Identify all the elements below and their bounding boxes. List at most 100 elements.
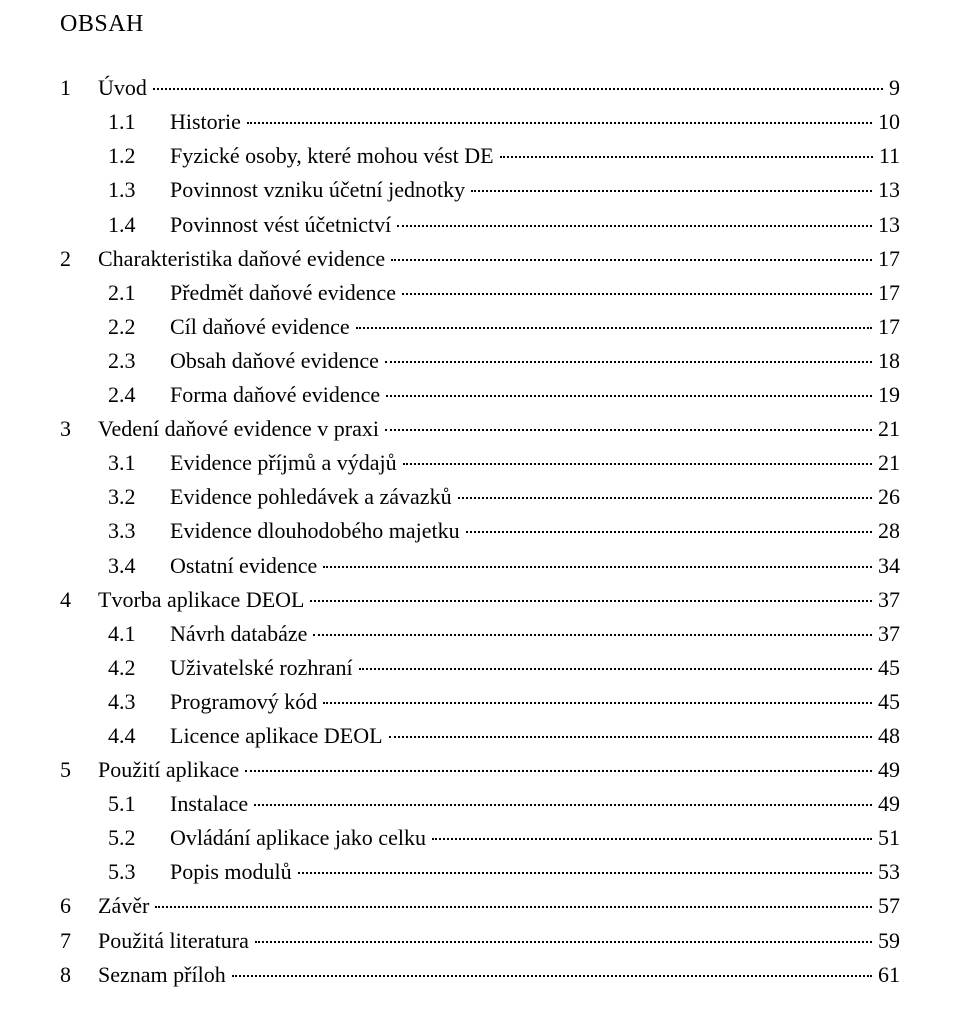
toc-entry-page: 17 xyxy=(874,276,900,310)
toc-leader-dots xyxy=(232,975,872,977)
toc-entry: 5.1Instalace49 xyxy=(60,787,900,821)
toc-entry-number: 1.4 xyxy=(108,208,170,242)
toc-entry-number: 5.1 xyxy=(108,787,170,821)
toc-entry: 2Charakteristika daňové evidence17 xyxy=(60,242,900,276)
toc-entry-page: 57 xyxy=(874,889,900,923)
toc-entry-title: Obsah daňové evidence xyxy=(170,344,383,378)
toc-entry-page: 13 xyxy=(874,208,900,242)
toc-leader-dots xyxy=(255,941,872,943)
toc-leader-dots xyxy=(323,702,872,704)
toc-entry-page: 17 xyxy=(874,242,900,276)
toc-entry-title: Evidence pohledávek a závazků xyxy=(170,480,456,514)
toc-entry: 4.1Návrh databáze37 xyxy=(60,617,900,651)
toc-leader-dots xyxy=(254,804,872,806)
toc-leader-dots xyxy=(386,395,872,397)
toc-leader-dots xyxy=(153,88,883,90)
toc-entry-number: 4.3 xyxy=(108,685,170,719)
toc-entry-title: Programový kód xyxy=(170,685,321,719)
toc-entry-number: 4.4 xyxy=(108,719,170,753)
toc-entry-title: Evidence příjmů a výdajů xyxy=(170,446,401,480)
toc-entry-number: 4.1 xyxy=(108,617,170,651)
toc-entry-page: 28 xyxy=(874,514,900,548)
toc-entry-title: Povinnost vzniku účetní jednotky xyxy=(170,173,469,207)
toc-entry-page: 53 xyxy=(874,855,900,889)
toc-entry: 3Vedení daňové evidence v praxi21 xyxy=(60,412,900,446)
toc-entry-page: 51 xyxy=(874,821,900,855)
toc-entry-number: 2 xyxy=(60,242,98,276)
toc-leader-dots xyxy=(359,668,872,670)
toc-entry-number: 5.3 xyxy=(108,855,170,889)
toc-leader-dots xyxy=(403,463,872,465)
toc-entry-title: Vedení daňové evidence v praxi xyxy=(98,412,383,446)
toc-entry-number: 3.3 xyxy=(108,514,170,548)
toc-entry: 3.3Evidence dlouhodobého majetku 28 xyxy=(60,514,900,548)
toc-entry-page: 19 xyxy=(874,378,900,412)
toc-leader-dots xyxy=(385,361,872,363)
toc-leader-dots xyxy=(385,429,872,431)
toc-entry-title: Závěr xyxy=(98,889,153,923)
toc-entry-page: 45 xyxy=(874,685,900,719)
toc-entry-page: 18 xyxy=(874,344,900,378)
toc-entry-number: 2.4 xyxy=(108,378,170,412)
toc-leader-dots xyxy=(356,327,872,329)
toc-entry-page: 34 xyxy=(874,549,900,583)
toc-entry-title: Fyzické osoby, které mohou vést DE xyxy=(170,139,498,173)
toc-entry-number: 3.4 xyxy=(108,549,170,583)
toc-entry-number: 5.2 xyxy=(108,821,170,855)
toc-entry-title: Použitá literatura xyxy=(98,924,253,958)
toc-entry: 5.2Ovládání aplikace jako celku51 xyxy=(60,821,900,855)
toc-list: 1Úvod91.1Historie101.2Fyzické osoby, kte… xyxy=(60,71,900,992)
toc-leader-dots xyxy=(389,736,872,738)
toc-entry: 4.2Uživatelské rozhraní45 xyxy=(60,651,900,685)
toc-entry: 2.1Předmět daňové evidence 17 xyxy=(60,276,900,310)
toc-leader-dots xyxy=(432,838,872,840)
toc-entry-number: 1.3 xyxy=(108,173,170,207)
toc-entry: 1.3Povinnost vzniku účetní jednotky 13 xyxy=(60,173,900,207)
toc-entry-page: 37 xyxy=(874,583,900,617)
toc-entry-page: 59 xyxy=(874,924,900,958)
toc-entry: 4Tvorba aplikace DEOL37 xyxy=(60,583,900,617)
toc-entry-number: 2.2 xyxy=(108,310,170,344)
toc-entry-number: 1 xyxy=(60,71,98,105)
toc-entry: 2.2Cíl daňové evidence17 xyxy=(60,310,900,344)
toc-entry-title: Tvorba aplikace DEOL xyxy=(98,583,308,617)
toc-entry-title: Uživatelské rozhraní xyxy=(170,651,357,685)
toc-entry-number: 5 xyxy=(60,753,98,787)
toc-entry-title: Popis modulů xyxy=(170,855,296,889)
toc-entry-page: 49 xyxy=(874,753,900,787)
toc-entry-title: Předmět daňové evidence xyxy=(170,276,400,310)
toc-leader-dots xyxy=(323,566,872,568)
toc-entry-number: 2.1 xyxy=(108,276,170,310)
toc-entry: 1.1Historie10 xyxy=(60,105,900,139)
toc-leader-dots xyxy=(298,872,872,874)
toc-entry: 1.4Povinnost vést účetnictví13 xyxy=(60,208,900,242)
toc-entry-title: Forma daňové evidence xyxy=(170,378,384,412)
toc-entry-number: 8 xyxy=(60,958,98,992)
toc-entry-number: 3.1 xyxy=(108,446,170,480)
toc-leader-dots xyxy=(466,531,872,533)
toc-entry-page: 26 xyxy=(874,480,900,514)
toc-entry: 8Seznam příloh61 xyxy=(60,958,900,992)
toc-entry: 1.2Fyzické osoby, které mohou vést DE 11 xyxy=(60,139,900,173)
toc-entry-title: Evidence dlouhodobého majetku xyxy=(170,514,464,548)
toc-entry: 4.4Licence aplikace DEOL48 xyxy=(60,719,900,753)
toc-entry-number: 2.3 xyxy=(108,344,170,378)
toc-entry: 3.1Evidence příjmů a výdajů21 xyxy=(60,446,900,480)
toc-entry-number: 1.2 xyxy=(108,139,170,173)
toc-entry-page: 13 xyxy=(874,173,900,207)
toc-entry-page: 45 xyxy=(874,651,900,685)
toc-entry: 6Závěr 57 xyxy=(60,889,900,923)
toc-entry-page: 48 xyxy=(874,719,900,753)
toc-leader-dots xyxy=(402,293,872,295)
toc-entry-title: Návrh databáze xyxy=(170,617,311,651)
toc-entry: 7Použitá literatura59 xyxy=(60,924,900,958)
toc-entry: 2.3Obsah daňové evidence 18 xyxy=(60,344,900,378)
toc-entry-page: 11 xyxy=(875,139,900,173)
toc-entry-page: 49 xyxy=(874,787,900,821)
toc-leader-dots xyxy=(310,600,872,602)
toc-entry-number: 6 xyxy=(60,889,98,923)
toc-entry: 3.4Ostatní evidence34 xyxy=(60,549,900,583)
toc-entry-page: 61 xyxy=(874,958,900,992)
toc-entry-title: Cíl daňové evidence xyxy=(170,310,354,344)
toc-entry-title: Úvod xyxy=(98,71,151,105)
